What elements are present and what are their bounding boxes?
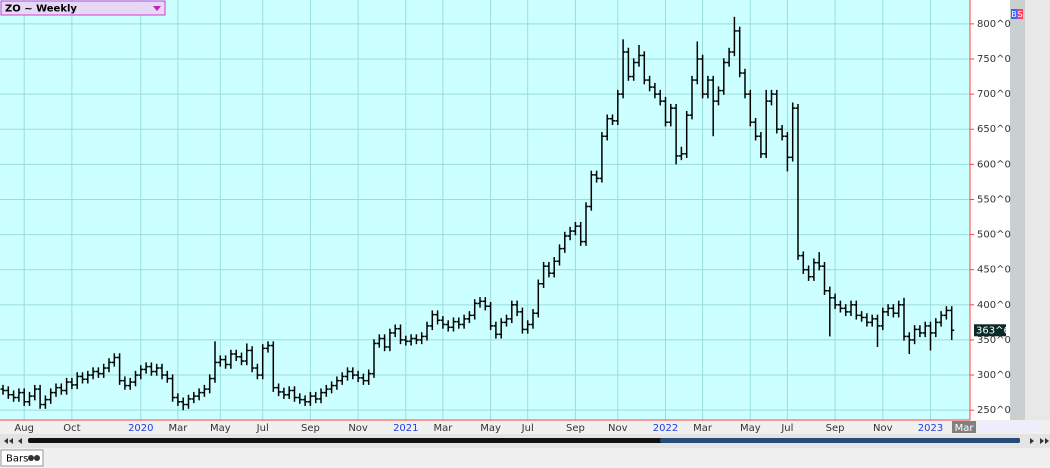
side-panel <box>1010 0 1025 420</box>
tab-label: Bars <box>6 454 28 465</box>
y-tick-label: 250^0 <box>977 405 1011 416</box>
x-tick-label: Nov <box>873 423 893 434</box>
x-tick-label: Oct <box>63 423 80 434</box>
scroll-left[interactable] <box>4 438 22 444</box>
x-tick-label: Sep <box>301 423 320 434</box>
y-tick-label: 800^0 <box>977 19 1011 30</box>
plot-area <box>0 0 970 420</box>
x-tick-label: May <box>740 423 761 434</box>
x-tick-label: Mar <box>433 423 453 434</box>
x-tick-label: Nov <box>608 423 628 434</box>
price-axis <box>970 0 1010 420</box>
tab-icon <box>28 455 34 461</box>
scroll-right[interactable] <box>1030 438 1049 444</box>
sell-button[interactable] <box>1017 9 1023 19</box>
y-tick-label: 400^0 <box>977 300 1011 311</box>
buy-label: B <box>1011 10 1017 19</box>
y-tick-label: 600^0 <box>977 159 1011 170</box>
x-tick-label: May <box>480 423 501 434</box>
dropdown-arrow[interactable] <box>153 6 161 11</box>
y-tick-label: 450^0 <box>977 265 1011 276</box>
x-tick-label: 2022 <box>653 423 678 434</box>
symbol-box[interactable] <box>0 0 166 16</box>
x-tick-label: Jul <box>780 423 793 434</box>
x-tick-label: 2021 <box>393 423 418 434</box>
x-tick-label: Sep <box>566 423 585 434</box>
last-price-box <box>974 324 1006 337</box>
chart-title: ZO ~ Weekly <box>5 4 77 15</box>
side-gutter <box>1025 0 1050 420</box>
y-tick-label: 500^0 <box>977 230 1011 241</box>
x-tick-label: Jul <box>521 423 534 434</box>
buy-button[interactable] <box>1011 9 1017 19</box>
x-tick-label: Sep <box>826 423 845 434</box>
x-tick-label: Aug <box>14 423 34 434</box>
y-tick-label: 650^0 <box>977 124 1011 135</box>
last-price-label: 363^6 <box>976 325 1010 336</box>
x-tick-label: Nov <box>348 423 368 434</box>
y-tick-label: 550^0 <box>977 194 1011 205</box>
cursor-box <box>952 421 976 433</box>
y-tick-label: 750^0 <box>977 54 1011 65</box>
cursor-label: Mar <box>955 423 975 434</box>
x-tick-label: 2020 <box>128 423 153 434</box>
sell-label: S <box>1017 10 1022 19</box>
tab[interactable] <box>0 449 44 467</box>
zoom-buttons[interactable] <box>980 422 1040 432</box>
scroll-thumb[interactable] <box>660 438 1020 443</box>
tab-icon <box>34 455 40 461</box>
y-tick-label: 700^0 <box>977 89 1011 100</box>
x-tick-label: Mar <box>693 423 713 434</box>
x-tick-label: Mar <box>168 423 188 434</box>
x-tick-label: 2023 <box>918 423 943 434</box>
x-tick-label: May <box>210 423 231 434</box>
y-tick-label: 350^0 <box>977 335 1011 346</box>
x-tick-label: Jul <box>256 423 269 434</box>
bars <box>0 16 955 411</box>
y-tick-label: 300^0 <box>977 370 1011 381</box>
